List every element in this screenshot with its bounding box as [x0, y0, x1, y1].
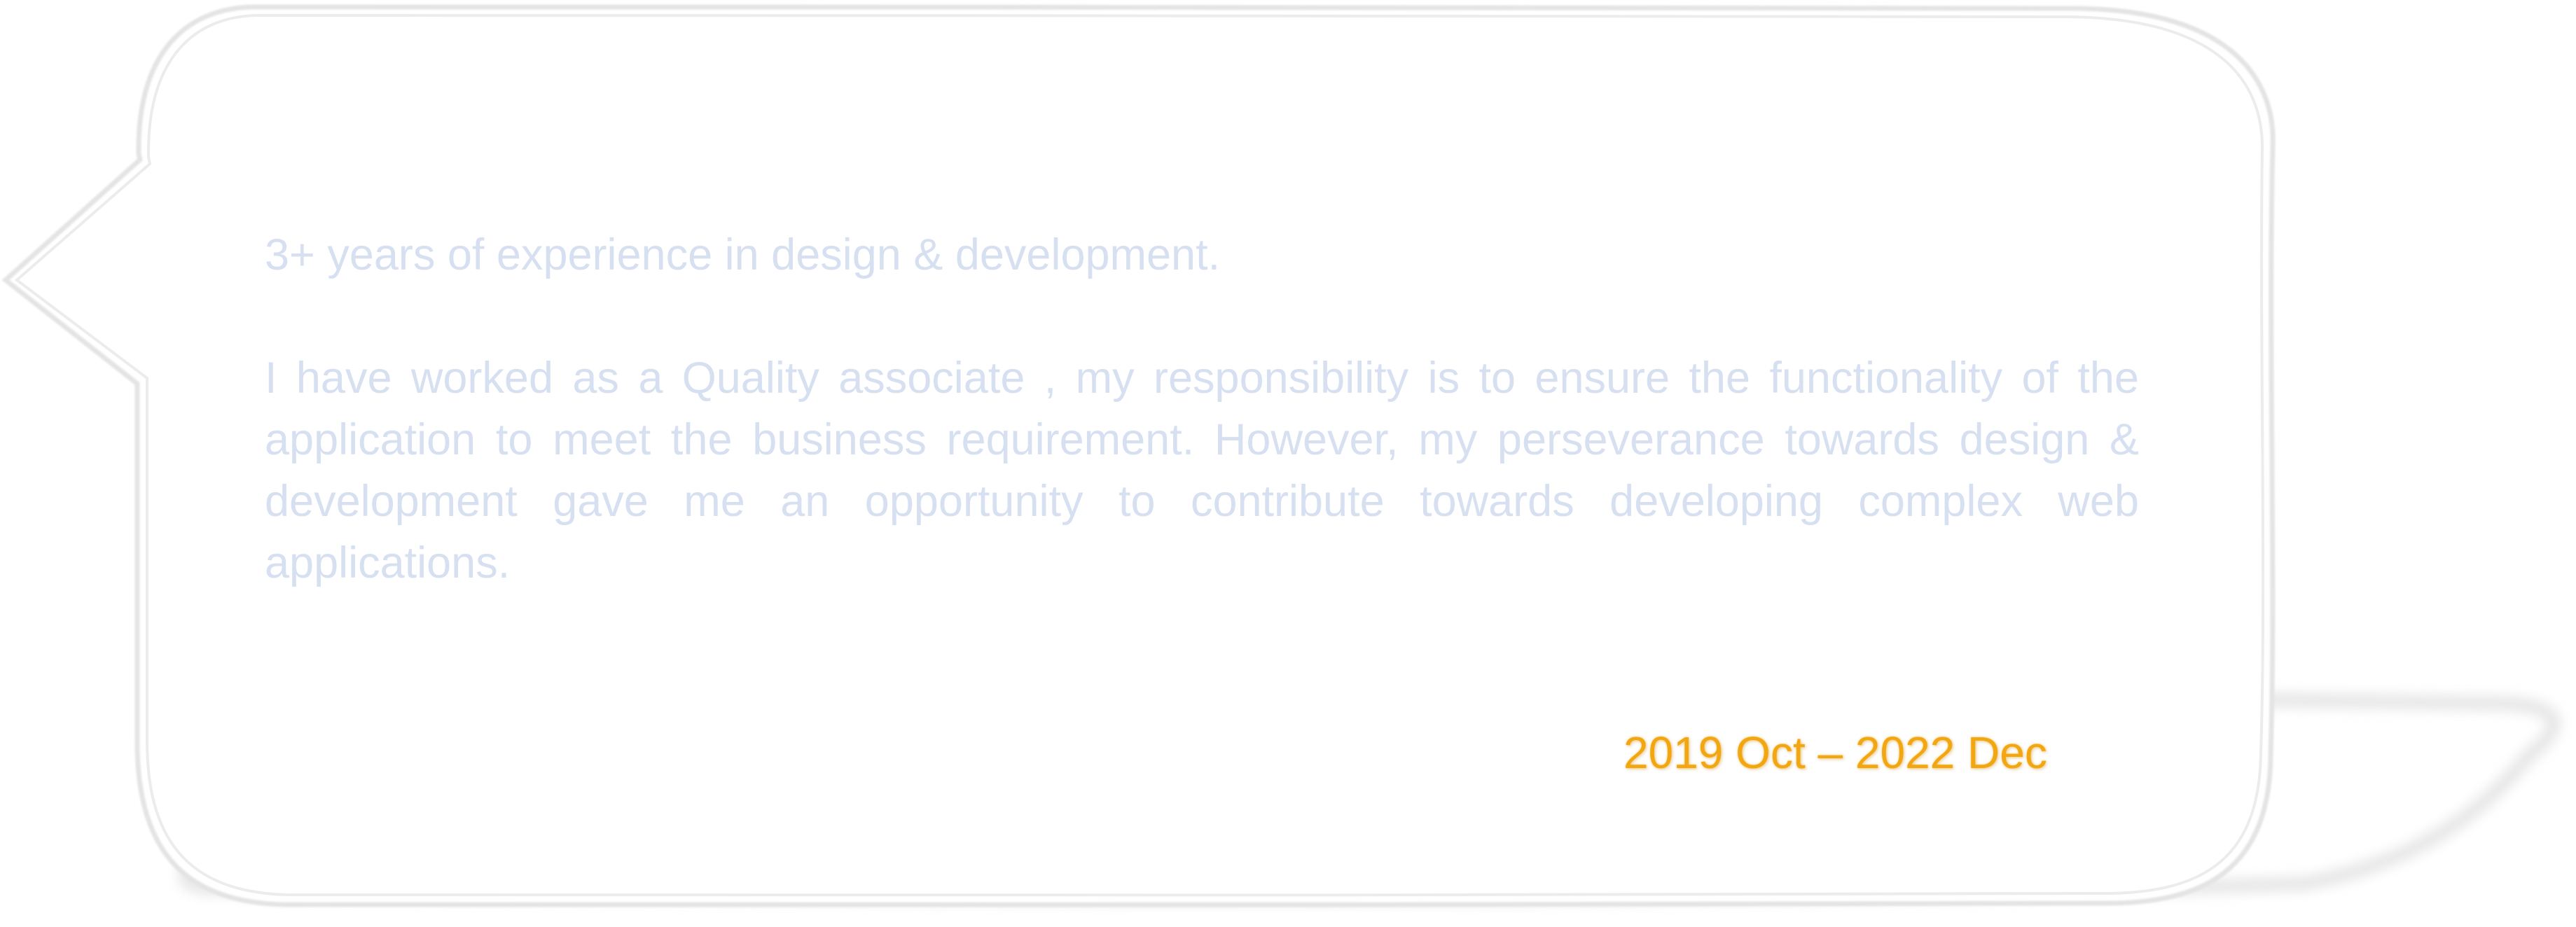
bubble-outline-inner — [14, 13, 2265, 897]
bubble-outline-outer — [1, 4, 2276, 907]
experience-headline: 3+ years of experience in design & devel… — [265, 230, 1221, 279]
employment-period: 2019 Oct – 2022 Dec — [1623, 727, 2047, 778]
experience-description: I have worked as a Quality associate , m… — [265, 354, 2139, 587]
experience-summary: 3+ years of experience in design & devel… — [265, 224, 2139, 594]
